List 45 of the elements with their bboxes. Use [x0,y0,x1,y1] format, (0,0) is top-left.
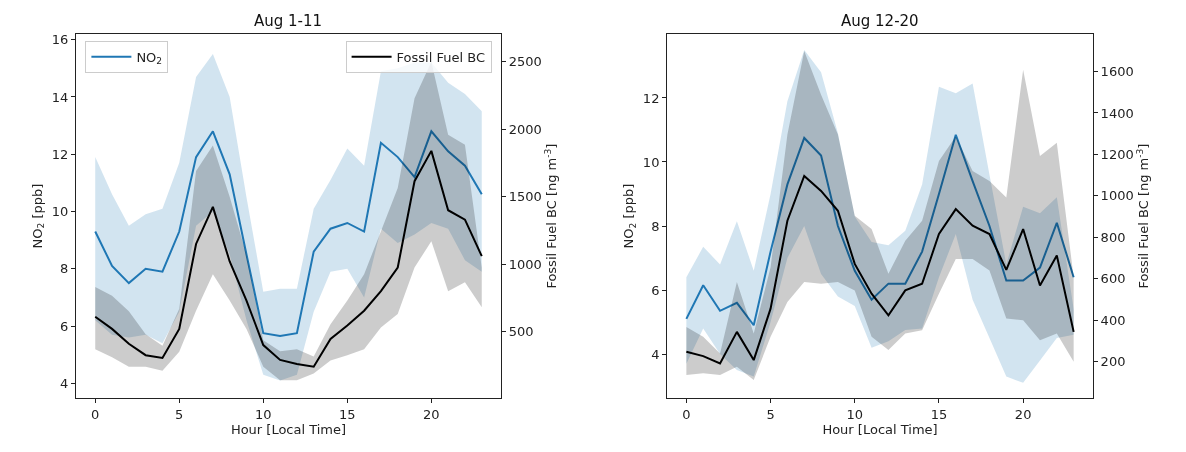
y2-tick-label: 500 [508,324,534,340]
y2-tick-label: 200 [1100,354,1126,370]
y-tick-label: 14 [51,89,69,105]
chart-title: Aug 12-20 [841,12,919,30]
x-tick-label: 0 [91,406,100,422]
line-series [685,174,1075,365]
x-tick-label: 10 [255,406,272,422]
y-tick-label: 12 [642,90,660,106]
x-tick-label: 5 [175,406,184,422]
chart-title: Aug 1-11 [254,12,323,30]
y2-tick-label: 1000 [1100,188,1134,204]
y-tick-label: 6 [60,318,69,334]
x-tick-label: 20 [1014,406,1032,422]
y-tick-label: 16 [51,32,69,48]
y-tick-label: 12 [51,146,69,162]
y2-tick-label: 600 [1100,271,1126,287]
x-tick-label: 20 [423,406,440,422]
y-tick-label: 8 [651,218,660,234]
y-tick-label: 4 [651,346,660,362]
x-axis-title: Hour [Local Time] [230,422,347,438]
line-series [685,133,1075,327]
y2-tick-label: 1000 [508,256,542,272]
x-tick-label: 15 [930,406,948,422]
y-tick-label: 8 [60,261,69,277]
y2-tick-label: 2500 [508,54,542,70]
y2-tick-label: 800 [1100,229,1126,245]
y-tick-label: 4 [60,375,69,391]
y2-tick-label: 400 [1100,312,1126,328]
y-tick-label: 10 [51,204,69,220]
y2-tick-label: 1500 [508,189,542,205]
legend-label: Fossil Fuel BC [396,49,485,65]
y-tick-label: 10 [642,154,660,170]
legend-label: NO$_{2}$ [136,49,163,67]
y-tick-label: 6 [651,282,660,298]
x-tick-label: 10 [846,406,864,422]
x-tick-label: 15 [339,406,356,422]
y2-tick-label: 1600 [1100,64,1134,80]
x-axis-title: Hour [Local Time] [822,422,938,438]
y2-tick-label: 2000 [508,121,542,137]
x-tick-label: 0 [682,406,691,422]
line-series [94,149,483,368]
line-series [94,130,483,338]
y2-tick-label: 1200 [1100,146,1134,162]
x-tick-label: 5 [766,406,775,422]
y2-tick-label: 1400 [1100,105,1134,121]
